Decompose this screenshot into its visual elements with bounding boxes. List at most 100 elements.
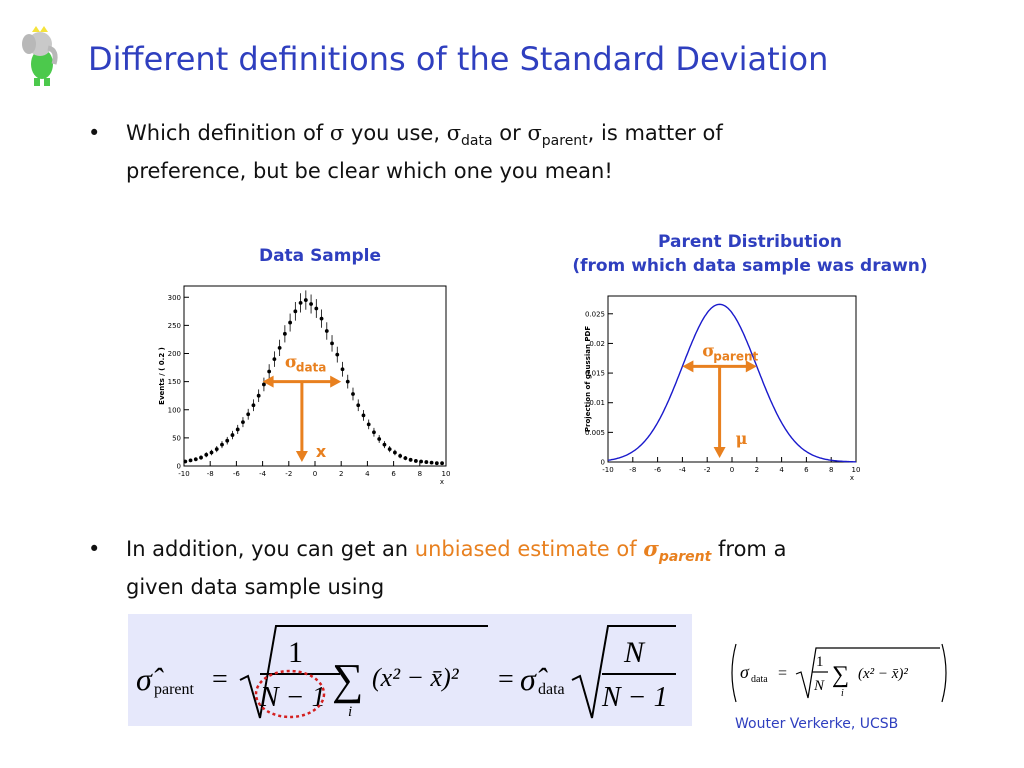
x-tick-label: 2 — [339, 470, 343, 478]
data-point — [398, 453, 403, 458]
subscript: data — [461, 133, 493, 150]
subscript: parent — [658, 549, 712, 566]
x-tick-label: 10 — [442, 470, 451, 478]
x-annotation: x — [316, 442, 327, 461]
sum-symbol: ∑ — [332, 655, 363, 704]
data-point — [209, 450, 214, 455]
sigma-arrow-head-left — [682, 360, 694, 373]
sigma-symbol: σ — [643, 536, 659, 561]
x-tick-label: 0 — [730, 466, 734, 474]
y-axis-label: Projection of gaussian PDF — [584, 326, 592, 432]
y-tick-label: 0 — [601, 459, 605, 467]
subscript: parent — [541, 133, 588, 150]
data-point — [356, 403, 361, 408]
sigma-parent-annotation: σ — [702, 341, 715, 361]
x-tick-label: -4 — [679, 466, 687, 474]
text-run: , is matter of — [587, 121, 723, 145]
bullet-2-text: In addition, you can get an unbiased est… — [126, 534, 966, 602]
x-tick-label: 8 — [418, 470, 422, 478]
bullet-2: • In addition, you can get an unbiased e… — [88, 534, 968, 599]
fraction-numerator: 1 — [288, 636, 303, 669]
left-paren — [731, 643, 737, 703]
y-tick-label: 0.015 — [585, 370, 605, 378]
right-plot-title-line1: Parent Distribution — [658, 232, 842, 252]
fraction-numerator: 1 — [816, 654, 824, 670]
sum-index: i — [348, 704, 352, 720]
text-run: you use, — [344, 121, 447, 145]
y-tick-label: 200 — [168, 350, 181, 358]
data-point — [413, 459, 418, 463]
data-point — [309, 302, 313, 306]
x-axis-label: x — [440, 478, 444, 486]
small-formula: σ data = 1 N ∑ i (x² − x̄)² — [731, 643, 947, 703]
main-formula: σ̂ parent = 1 N − 1 ∑ i (x² − x̄)² = σ̂ … — [136, 625, 676, 720]
sigma-data-annotation-sub: data — [296, 361, 327, 375]
data-point — [440, 461, 444, 466]
elephant-logo — [18, 24, 66, 88]
main-formula-box — [128, 614, 692, 726]
y-axis-label: Events / ( 0.2 ) — [158, 347, 166, 405]
bullet-1-text: Which definition of σ you use, σdata or … — [126, 118, 966, 186]
data-point — [220, 442, 224, 447]
data-sample-chart: -10 -8 -6 -4 -2 0 2 4 6 8 10050100150200250300xEve… — [158, 285, 451, 486]
y-tick-label: 0.01 — [589, 399, 605, 407]
x-tick-label: 4 — [365, 470, 370, 478]
data-point — [230, 433, 235, 437]
data-point — [319, 316, 324, 321]
right-plot-title-line2: (from which data sample was drawn) — [572, 256, 928, 276]
sigma-arrow-head-left — [262, 375, 274, 388]
right-paren — [941, 643, 947, 703]
data-point — [277, 345, 282, 350]
equals-sign: = — [778, 665, 787, 682]
fraction-denominator: N — [813, 678, 825, 694]
y-tick-label: 0.005 — [585, 429, 605, 437]
y-tick-label: 0.025 — [585, 310, 605, 318]
text-run: given data sample using — [126, 575, 385, 600]
sum-term: (x² − x̄)² — [858, 666, 908, 682]
x-tick-label: -10 — [178, 470, 189, 478]
bullet-dot: • — [88, 537, 101, 561]
data-point — [324, 329, 329, 333]
data-point — [298, 300, 303, 305]
data-point — [361, 413, 366, 418]
data-point — [267, 369, 272, 374]
sigma-symbol: σ — [329, 121, 345, 145]
highlight-circle — [254, 669, 326, 719]
sigma-parent-annotation-sub: parent — [713, 349, 758, 363]
data-point — [340, 367, 345, 372]
data-point — [351, 392, 355, 396]
x-tick-label: -6 — [654, 466, 662, 474]
data-point — [377, 437, 382, 441]
x-tick-label: -2 — [285, 470, 292, 478]
parent-distribution-chart: -10 -8 -6 -4 -2 0 2 4 6 8 10 0 0.005 0.01 0.015 0.02 0.0… — [584, 295, 860, 482]
data-point — [256, 393, 261, 398]
x-tick-label: -10 — [602, 466, 613, 474]
fraction-denominator: N − 1 — [601, 682, 668, 713]
sigma-data-annotation: σ — [285, 353, 298, 373]
y-tick-label: 150 — [168, 378, 181, 386]
bullet-dot: • — [88, 121, 101, 145]
data-point — [235, 427, 240, 432]
data-point — [241, 420, 245, 425]
data-point — [214, 447, 219, 452]
data-point — [408, 457, 413, 462]
x-axis-label: x — [850, 474, 854, 482]
data-point — [293, 309, 298, 314]
data-point — [387, 447, 392, 452]
data-point — [434, 461, 439, 466]
equals-sign: = — [498, 664, 514, 695]
x-tick-label: 6 — [804, 466, 809, 474]
data-point — [282, 331, 287, 336]
fraction-numerator: N — [623, 636, 646, 669]
data-point — [288, 320, 293, 325]
data-point — [251, 403, 256, 408]
data-point — [419, 459, 424, 464]
data-point — [188, 458, 193, 463]
x-tick-label: 4 — [779, 466, 784, 474]
sqrt-sign — [571, 625, 676, 719]
data-point — [262, 382, 266, 387]
y-tick-label: 50 — [172, 434, 181, 442]
x-tick-label: -8 — [207, 470, 214, 478]
data-point — [393, 450, 397, 455]
bullet-1: • Which definition of σ you use, σdata o… — [88, 118, 968, 183]
